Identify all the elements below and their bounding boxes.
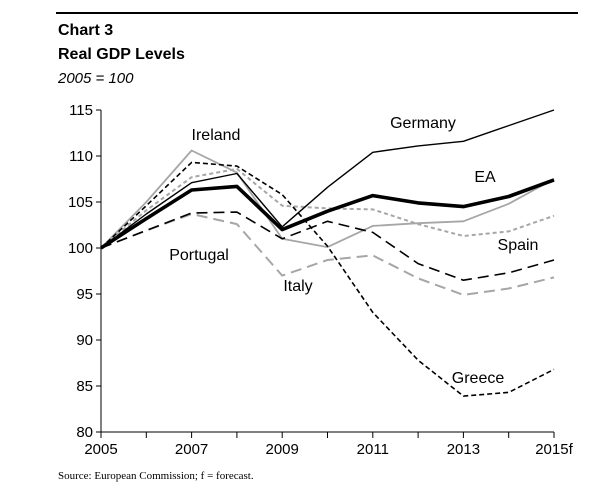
y-tick-label: 80 xyxy=(76,424,93,441)
x-tick-label: 2007 xyxy=(175,441,208,458)
series-label-italy: Italy xyxy=(283,278,312,295)
y-tick-label: 100 xyxy=(68,240,93,257)
y-tick-label: 90 xyxy=(76,332,93,349)
chart-title: Real GDP Levels xyxy=(58,46,185,63)
x-tick-label: 2015f xyxy=(535,441,573,458)
x-tick-label: 2005 xyxy=(84,441,117,458)
source-note: Source: European Commission; f = forecas… xyxy=(58,470,254,482)
series-line-ea xyxy=(100,178,555,250)
series-line-portugal xyxy=(100,211,555,282)
y-tick-label: 105 xyxy=(68,194,93,211)
series-line-ireland xyxy=(100,149,555,249)
series-label-ea: EA xyxy=(474,169,496,186)
x-tick-label: 2009 xyxy=(266,441,299,458)
series-label-ireland: Ireland xyxy=(192,127,241,144)
series-label-spain: Spain xyxy=(498,237,539,254)
top-rule xyxy=(56,12,578,14)
series-line-germany xyxy=(100,109,555,249)
y-tick-label: 115 xyxy=(69,102,93,119)
y-tick-label: 95 xyxy=(76,286,93,303)
x-tick-label: 2011 xyxy=(357,441,389,458)
series-label-greece: Greece xyxy=(452,370,505,387)
series-label-germany: Germany xyxy=(390,115,456,132)
x-tick-label: 2013 xyxy=(447,441,480,458)
series-label-portugal: Portugal xyxy=(169,247,229,264)
gdp-line-chart: 80 85 90 95 100 105 110 115 2005 2007 2009 2011 2013… xyxy=(68,102,574,458)
y-tick-label: 110 xyxy=(69,148,93,165)
y-tick-label: 85 xyxy=(76,378,93,395)
chart-number: Chart 3 xyxy=(58,22,114,39)
chart-subtitle: 2005 = 100 xyxy=(58,70,134,87)
series-line-greece xyxy=(100,161,555,397)
series-line-italy xyxy=(100,213,555,296)
